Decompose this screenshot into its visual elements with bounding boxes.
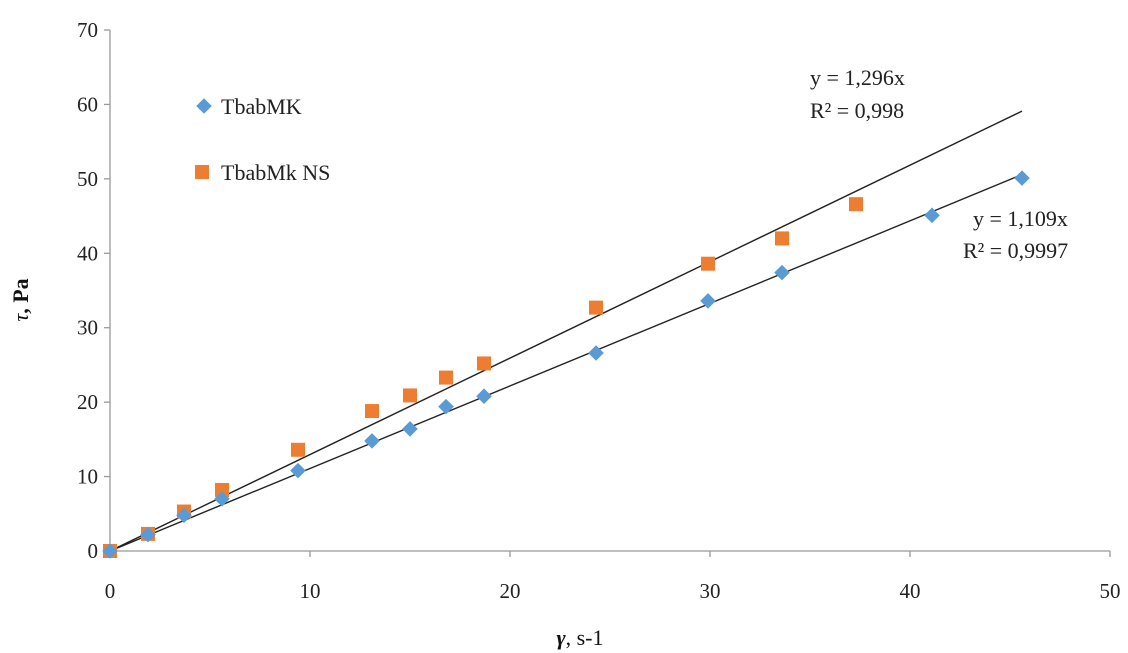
x-tick-label: 20	[500, 579, 521, 603]
data-point-square	[403, 388, 417, 403]
y-axis-title-symbol: τ	[8, 313, 33, 322]
data-point-square	[849, 197, 863, 212]
data-point-square	[439, 370, 453, 385]
x-axis-title: γ, s-1	[556, 625, 603, 650]
trendline	[109, 110, 1023, 552]
legend-label-tbabmk: TbabMK	[221, 94, 302, 119]
legend-label-tbabmk-ns: TbabMk NS	[221, 160, 330, 185]
x-tick-label: 40	[900, 579, 921, 603]
x-axis-title-symbol: γ	[556, 625, 566, 650]
x-tick-label: 50	[1100, 579, 1121, 603]
data-point-square	[291, 442, 305, 457]
trendline	[109, 173, 1023, 552]
data-point-square	[589, 300, 603, 315]
y-tick-label: 40	[77, 241, 98, 265]
legend-marker-diamond	[196, 98, 212, 114]
y-tick-label: 50	[77, 167, 98, 191]
y-axis-title: τ, Pa	[8, 278, 33, 321]
trendline-r2-ns: R² = 0,998	[810, 98, 904, 123]
data-point-square	[477, 356, 491, 371]
data-point-square	[775, 231, 789, 246]
x-tick-label: 0	[105, 579, 116, 603]
y-tick-label: 70	[77, 18, 98, 42]
data-point-square	[701, 256, 715, 271]
trendline-equations: y = 1,296x R² = 0,998 y = 1,109x R² = 0,…	[810, 65, 1068, 263]
y-axis-ticks: 0 10 20 30 40 50 60 70	[77, 18, 110, 563]
y-tick-label: 0	[88, 539, 99, 563]
y-tick-label: 20	[77, 390, 98, 414]
legend-item-tbabmk: TbabMK	[196, 94, 302, 119]
y-tick-label: 30	[77, 316, 98, 340]
legend-marker-square	[195, 165, 209, 179]
data-point-square	[365, 404, 379, 419]
data-point-diamond	[476, 388, 492, 404]
data-point-diamond	[1014, 170, 1030, 186]
trendlines	[109, 110, 1023, 552]
data-point-diamond	[774, 264, 790, 281]
legend: TbabMK TbabMk NS	[195, 94, 330, 185]
legend-item-tbabmk-ns: TbabMk NS	[195, 160, 330, 185]
data-point-diamond	[402, 421, 418, 437]
trendline-equation-mk: y = 1,109x	[973, 206, 1068, 231]
trendline-r2-mk: R² = 0,9997	[963, 238, 1068, 263]
y-tick-label: 10	[77, 465, 98, 489]
x-axis-title-unit: , s-1	[566, 625, 604, 650]
x-tick-label: 10	[300, 579, 321, 603]
x-tick-label: 30	[700, 579, 721, 603]
trendline-equation-ns: y = 1,296x	[810, 65, 905, 90]
y-axis-title-unit: , Pa	[8, 278, 33, 313]
data-point-diamond	[438, 398, 454, 415]
axes	[109, 30, 1110, 552]
x-axis-ticks: 0 10 20 30 40 50	[105, 551, 1121, 603]
data-point-square	[215, 482, 229, 497]
data-point-diamond	[364, 433, 380, 449]
y-tick-label: 60	[77, 92, 98, 116]
